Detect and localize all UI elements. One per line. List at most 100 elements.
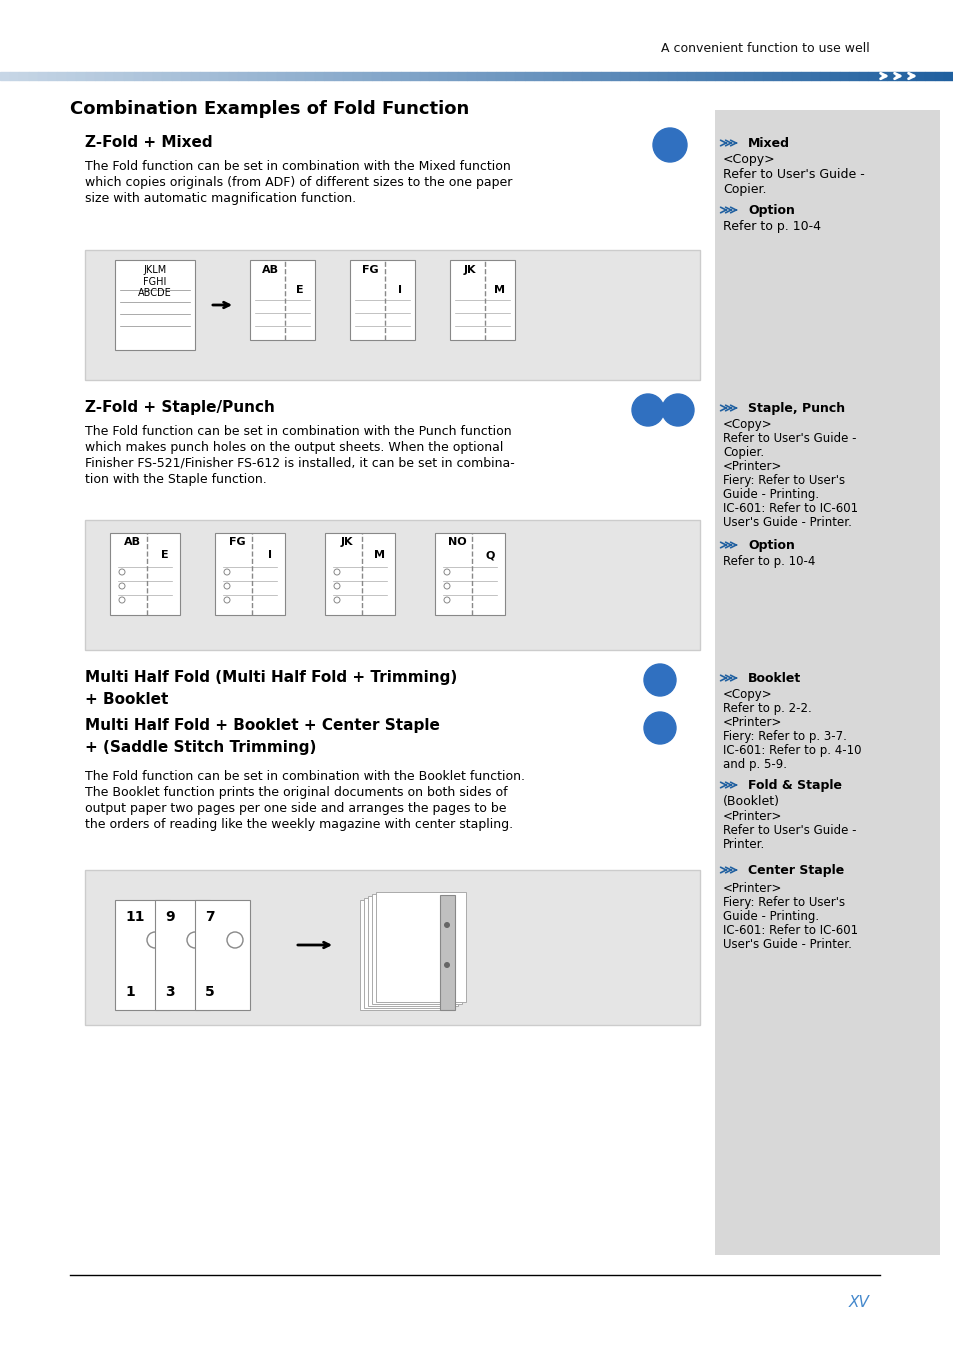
Bar [200, 72, 210, 80]
Bar [715, 72, 724, 80]
Bar [781, 72, 791, 80]
Text: C: C [641, 401, 654, 418]
Bar [820, 72, 829, 80]
Bar [448, 72, 457, 80]
Bar [619, 72, 629, 80]
Text: Copier.: Copier. [722, 446, 763, 459]
Text: C: C [662, 136, 676, 154]
Text: Combination Examples of Fold Function: Combination Examples of Fold Function [70, 100, 469, 117]
Bar [114, 72, 124, 80]
Bar [364, 898, 454, 1008]
Text: Z-Fold + Mixed: Z-Fold + Mixed [85, 135, 213, 150]
Text: Refer to User's Guide -: Refer to User's Guide - [722, 432, 856, 446]
Bar [248, 72, 257, 80]
Text: I: I [397, 285, 401, 296]
Text: M: M [375, 549, 385, 560]
Bar [362, 72, 372, 80]
Text: Fiery: Refer to p. 3-7.: Fiery: Refer to p. 3-7. [722, 730, 846, 742]
Text: <Printer>: <Printer> [722, 460, 781, 472]
Text: User's Guide - Printer.: User's Guide - Printer. [722, 516, 851, 529]
Bar [457, 72, 467, 80]
Circle shape [334, 568, 339, 575]
Bar [391, 72, 400, 80]
Text: Fiery: Refer to User's: Fiery: Refer to User's [722, 474, 844, 487]
Bar [19, 72, 29, 80]
Text: User's Guide - Printer.: User's Guide - Printer. [722, 938, 851, 950]
Text: Q: Q [485, 549, 495, 560]
Bar [839, 72, 848, 80]
Text: JKLM
FGHI
ABCDE: JKLM FGHI ABCDE [138, 265, 172, 298]
Bar [359, 900, 450, 1010]
Bar [696, 72, 705, 80]
Bar [194, 900, 250, 1010]
Bar [658, 72, 667, 80]
Text: FG: FG [229, 537, 245, 547]
Bar [162, 72, 172, 80]
Bar [943, 72, 953, 80]
Text: Staple, Punch: Staple, Punch [747, 402, 844, 414]
Bar [858, 72, 867, 80]
Bar [229, 72, 238, 80]
Bar [29, 72, 38, 80]
Text: 11: 11 [125, 910, 144, 923]
Bar [639, 72, 648, 80]
Text: output paper two pages per one side and arranges the pages to be: output paper two pages per one side and … [85, 802, 506, 815]
Bar [867, 72, 877, 80]
Bar [324, 72, 334, 80]
Bar [372, 894, 461, 1004]
Text: 9: 9 [165, 910, 174, 923]
Text: Finisher FS-521/Finisher FS-612 is installed, it can be set in combina-: Finisher FS-521/Finisher FS-612 is insta… [85, 458, 515, 470]
Text: P: P [671, 401, 683, 418]
Text: <Printer>: <Printer> [722, 716, 781, 729]
Bar [543, 72, 553, 80]
Bar [38, 72, 48, 80]
Bar [257, 72, 267, 80]
Bar [115, 900, 170, 1010]
Bar [534, 72, 543, 80]
Text: E: E [161, 549, 169, 560]
Text: JK: JK [463, 265, 476, 275]
Bar [267, 72, 276, 80]
Bar [419, 72, 429, 80]
Bar [85, 520, 700, 649]
Text: Booklet: Booklet [747, 672, 801, 684]
Bar [439, 895, 455, 1010]
Text: tion with the Staple function.: tion with the Staple function. [85, 472, 267, 486]
Text: <Copy>: <Copy> [722, 153, 775, 166]
Circle shape [443, 922, 450, 927]
Bar [76, 72, 86, 80]
Text: Guide - Printing.: Guide - Printing. [722, 487, 819, 501]
Bar [375, 892, 465, 1002]
Text: <Printer>: <Printer> [722, 882, 781, 895]
Text: + Booklet: + Booklet [85, 693, 168, 707]
Bar [85, 869, 700, 1025]
Bar [400, 72, 410, 80]
Text: C: C [653, 671, 665, 689]
Text: Copier.: Copier. [722, 184, 765, 196]
Text: The Fold function can be set in combination with the Mixed function: The Fold function can be set in combinat… [85, 161, 510, 173]
Bar [924, 72, 934, 80]
Bar [896, 72, 905, 80]
Text: 5: 5 [205, 986, 214, 999]
Bar [305, 72, 314, 80]
Bar [810, 72, 820, 80]
Text: and p. 5-9.: and p. 5-9. [722, 757, 786, 771]
Bar [886, 72, 896, 80]
Text: Refer to User's Guide -: Refer to User's Guide - [722, 167, 863, 181]
Bar [191, 72, 200, 80]
Circle shape [147, 931, 163, 948]
Circle shape [224, 568, 230, 575]
Text: Z-Fold + Staple/Punch: Z-Fold + Staple/Punch [85, 400, 274, 414]
Text: Printer.: Printer. [722, 838, 764, 850]
Bar [48, 72, 57, 80]
Text: Mixed: Mixed [747, 136, 789, 150]
Bar [753, 72, 762, 80]
Text: Fold & Staple: Fold & Staple [747, 779, 841, 792]
Text: Multi Half Fold (Multi Half Fold + Trimming): Multi Half Fold (Multi Half Fold + Trimm… [85, 670, 456, 684]
Text: which copies originals (from ADF) of different sizes to the one paper: which copies originals (from ADF) of dif… [85, 176, 512, 189]
Text: IC-601: Refer to IC-601: IC-601: Refer to IC-601 [722, 923, 858, 937]
Bar [154, 900, 210, 1010]
Bar [905, 72, 915, 80]
Bar [600, 72, 610, 80]
Bar [172, 72, 181, 80]
